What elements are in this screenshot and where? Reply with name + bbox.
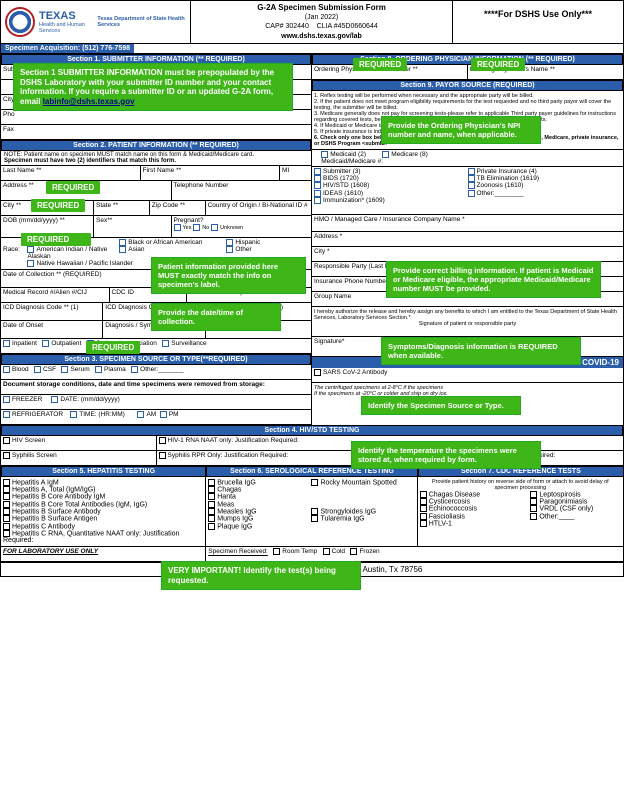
title-area: G-2A Specimen Submission Form (Jan 2022)…: [191, 1, 453, 43]
firstname-field[interactable]: First Name **: [141, 166, 281, 180]
website: www.dshs.texas.gov/lab: [193, 32, 450, 41]
onset-field[interactable]: Date of Onset: [1, 321, 103, 338]
country-field[interactable]: Country of Origin / Bi-National ID #: [206, 201, 311, 215]
auth-text: I hereby authorize the release and hereb…: [312, 307, 623, 337]
ins-address[interactable]: Address *: [312, 232, 623, 246]
email-link[interactable]: labinfo@dshs.texas.gov: [43, 97, 135, 106]
medicaid-medicare[interactable]: Medicaid (2) Medicare (8) Medicaid/Medic…: [312, 150, 623, 166]
req-lastname: REQUIRED: [46, 181, 100, 194]
req-icd: REQUIRED: [86, 341, 140, 354]
sars-cb[interactable]: SARS CoV-2 Antibody: [312, 368, 623, 382]
section7-body[interactable]: Provide patient history on reverse side …: [418, 477, 623, 547]
form-page: TEXAS Health and Human Services Texas De…: [0, 0, 624, 577]
state-field[interactable]: State **: [94, 201, 150, 215]
req-dob: REQUIRED: [21, 233, 91, 246]
callout-symptoms: Symptoms/Diagnosis information is REQUIR…: [381, 337, 581, 365]
mi-field[interactable]: MI: [280, 166, 311, 180]
state-name: TEXAS: [39, 10, 93, 22]
storage-freezer[interactable]: FREEZER DATE: (mm/dd/yyyy): [1, 395, 311, 409]
form-title: G-2A Specimen Submission Form: [193, 3, 450, 13]
callout-billing: Provide correct billing information. If …: [386, 261, 601, 298]
s1-phone[interactable]: Pho: [1, 110, 311, 124]
acquisition-bar: Specimen Acquisition: (512) 776-7598: [1, 44, 134, 53]
section5-bar: Section 5. HEPATITIS TESTING: [1, 466, 206, 477]
sections-567-body: Hepatitis A IgM Hepatitis A, Total (IgM/…: [1, 477, 623, 548]
texas-seal-icon: [5, 7, 35, 37]
ins-city[interactable]: City *: [312, 247, 623, 261]
hmo-field[interactable]: HMO / Managed Care / Insurance Company N…: [312, 215, 623, 231]
section2-bar: Section 2. PATIENT INFORMATION (** REQUI…: [1, 140, 311, 151]
sex-field[interactable]: Sex**: [94, 216, 172, 237]
callout-collection: Provide the date/time of collection.: [151, 303, 281, 331]
telephone-field[interactable]: Telephone Number: [172, 181, 312, 200]
hiv-screen[interactable]: HIV Screen: [1, 436, 157, 450]
s1-fax[interactable]: Fax: [1, 125, 311, 139]
storage-label: Document storage conditions, date and ti…: [1, 380, 311, 394]
payor-programs[interactable]: Submitter (3) Private Insurance (4) BIDS…: [312, 167, 623, 214]
req-address: REQUIRED: [31, 199, 85, 212]
zip-field[interactable]: Zip Code **: [150, 201, 206, 215]
form-date: (Jan 2022): [193, 13, 450, 22]
callout-submitter: Section 1 SUBMITTER INFORMATION must be …: [13, 63, 293, 111]
dshs-use-only: ****For DSHS Use Only***: [453, 1, 623, 43]
s2-note: NOTE: Patient name on specimen MUST matc…: [1, 151, 311, 166]
lab-use-label: FOR LABORATORY USE ONLY: [1, 547, 206, 561]
agency1: Health and Human Services: [39, 22, 93, 34]
syph-screen[interactable]: Syphilis Screen: [1, 451, 157, 465]
cap-num: CAP# 302440: [265, 23, 309, 30]
mrn-field[interactable]: Medical Record #/Alien #/CIJ: [1, 288, 110, 302]
callout-patient: Patient information provided here MUST e…: [151, 257, 306, 294]
callout-specimen: Identify the Specimen Source or Type.: [361, 396, 521, 415]
callout-physician: Provide the Ordering Physician's NPI num…: [381, 116, 541, 144]
specimen-type[interactable]: Blood CSF Serum Plasma Other:_______: [1, 365, 311, 379]
section6-body[interactable]: Brucella IgG Rocky Mountain Spotted Chag…: [206, 477, 417, 547]
agency2: Texas Department of State Health Service…: [97, 16, 186, 28]
section4-bar: Section 4. HIV/STD TESTING: [1, 425, 623, 436]
doc-field[interactable]: Date of Collection ** (REQUIRED): [1, 270, 156, 287]
callout-tests: VERY IMPORTANT! Identify the test(s) bei…: [161, 561, 361, 590]
lastname-field[interactable]: Last Name **: [1, 166, 141, 180]
patient-status[interactable]: Inpatient Outpatient Outbreak associatio…: [1, 339, 311, 353]
section9-bar: Section 9. PAYOR SOURCE (REQUIRED): [312, 80, 623, 91]
pregnant-field[interactable]: Pregnant? Yes No Unknown: [172, 216, 312, 237]
storage-refrig[interactable]: REFRIGERATOR TIME: (HR:MM) AM PM: [1, 410, 311, 424]
right-column: Section 8. ORDERING PHYSICIAN INFORMATIO…: [312, 54, 623, 425]
req-s8a: REQUIRED: [353, 58, 407, 71]
req-s8b: REQUIRED: [471, 58, 525, 71]
logo-area: TEXAS Health and Human Services Texas De…: [1, 1, 191, 43]
section5-body[interactable]: Hepatitis A IgM Hepatitis A, Total (IgM/…: [1, 477, 206, 547]
callout-storage: Identify the temperature the specimens w…: [351, 441, 541, 469]
form-header: TEXAS Health and Human Services Texas De…: [1, 1, 623, 44]
section3-bar: Section 3. SPECIMEN SOURCE OR TYPE(**REQ…: [1, 354, 311, 365]
icd1-field[interactable]: ICD Diagnosis Code ** (1): [1, 303, 103, 320]
spec-received[interactable]: Specimen Received: Room Temp Cold Frozen: [206, 547, 623, 561]
clia-num: CLIA #45D0660644: [317, 23, 378, 30]
